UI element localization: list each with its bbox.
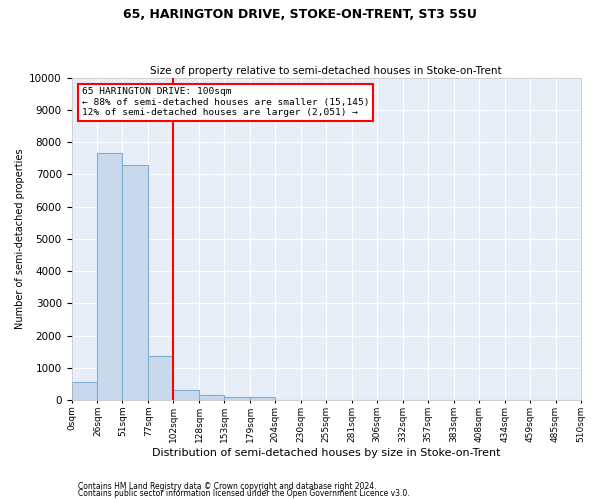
X-axis label: Distribution of semi-detached houses by size in Stoke-on-Trent: Distribution of semi-detached houses by …	[152, 448, 500, 458]
Text: Contains public sector information licensed under the Open Government Licence v3: Contains public sector information licen…	[78, 489, 410, 498]
Bar	[148, 356, 173, 400]
Bar	[224, 397, 250, 400]
Text: Contains HM Land Registry data © Crown copyright and database right 2024.: Contains HM Land Registry data © Crown c…	[78, 482, 377, 491]
Bar	[122, 166, 148, 400]
Bar	[250, 397, 275, 400]
Bar	[97, 154, 122, 400]
Title: Size of property relative to semi-detached houses in Stoke-on-Trent: Size of property relative to semi-detach…	[150, 66, 502, 76]
Bar	[71, 382, 97, 400]
Text: 65 HARINGTON DRIVE: 100sqm
← 88% of semi-detached houses are smaller (15,145)
12: 65 HARINGTON DRIVE: 100sqm ← 88% of semi…	[82, 88, 369, 117]
Y-axis label: Number of semi-detached properties: Number of semi-detached properties	[15, 148, 25, 329]
Bar	[199, 395, 224, 400]
Text: 65, HARINGTON DRIVE, STOKE-ON-TRENT, ST3 5SU: 65, HARINGTON DRIVE, STOKE-ON-TRENT, ST3…	[123, 8, 477, 20]
Bar	[173, 390, 199, 400]
